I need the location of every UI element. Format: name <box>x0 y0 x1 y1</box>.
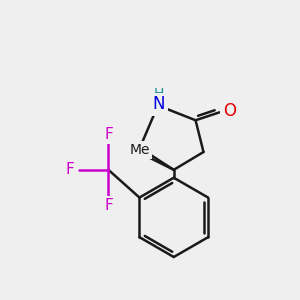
Text: Me: Me <box>130 143 150 157</box>
Text: H: H <box>154 86 164 100</box>
Text: F: F <box>65 162 74 177</box>
Text: F: F <box>104 198 113 213</box>
Text: O: O <box>223 102 236 120</box>
Text: F: F <box>104 127 113 142</box>
Text: N: N <box>153 95 165 113</box>
